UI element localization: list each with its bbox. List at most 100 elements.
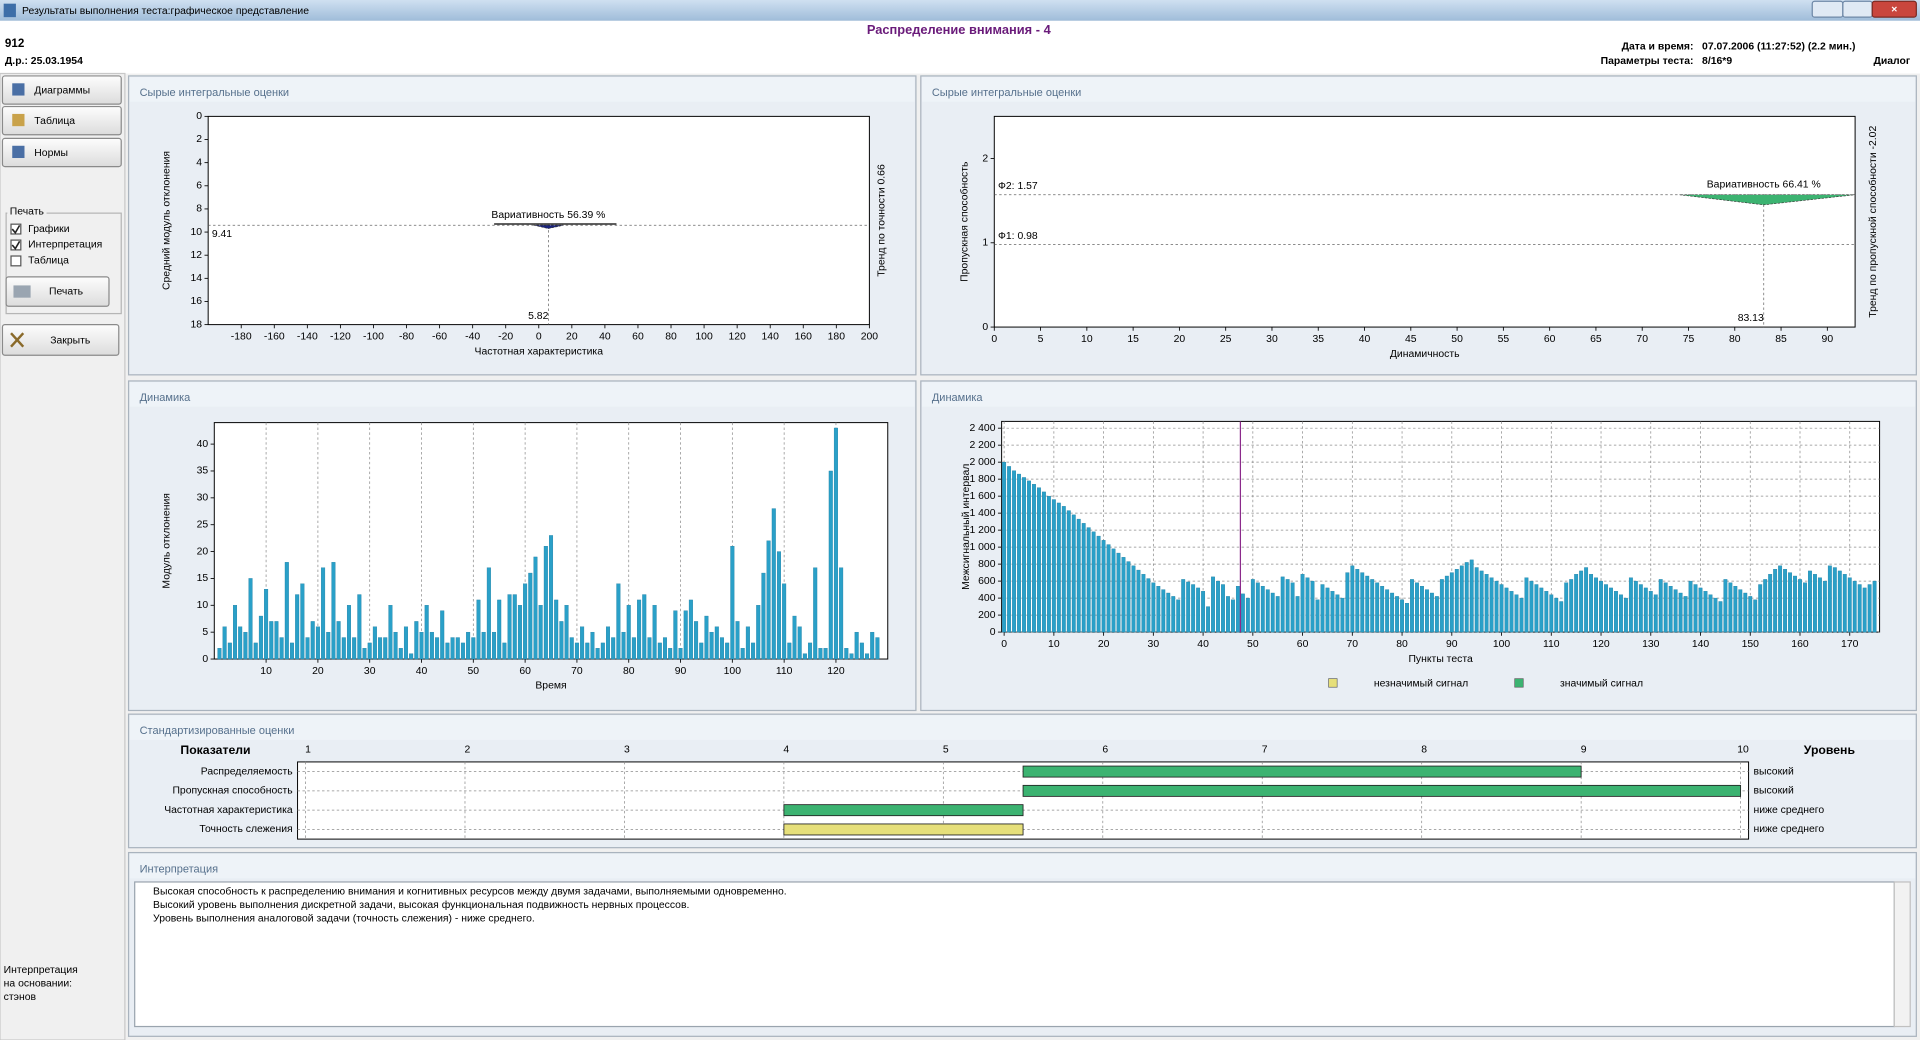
x-tick-label: 30: [1148, 639, 1160, 650]
legend-swatch: [1514, 678, 1524, 688]
bar: [1136, 569, 1141, 633]
params-label: Параметры теста:: [1601, 56, 1694, 67]
bar: [1778, 565, 1783, 633]
bar: [637, 599, 642, 660]
y-tick-label: 200: [978, 610, 996, 621]
bar: [1096, 535, 1101, 633]
legend-label: значимый сигнал: [1560, 678, 1643, 689]
x-tick-label: 100: [695, 332, 713, 343]
bar: [1360, 572, 1365, 633]
bar: [1798, 579, 1802, 633]
bar: [1201, 591, 1206, 633]
minimize-button[interactable]: [1811, 0, 1844, 18]
bar: [1335, 594, 1340, 633]
bar: [590, 631, 595, 660]
bar: [1852, 580, 1857, 633]
panel-header: [922, 382, 1916, 407]
bar: [1803, 582, 1807, 633]
bar: [1862, 587, 1867, 633]
bar: [1425, 589, 1429, 633]
bar: [792, 615, 797, 660]
close-button[interactable]: [1, 324, 120, 356]
bar: [1623, 597, 1628, 633]
bar: [1111, 548, 1116, 633]
bar: [1788, 572, 1792, 633]
variability-area: [1679, 194, 1856, 206]
bar: [1022, 477, 1026, 633]
bar: [1773, 569, 1778, 633]
panel-title: Интерпретация: [140, 864, 219, 876]
bar: [476, 599, 481, 660]
level-header: Уровень: [1804, 743, 1856, 757]
checkbox-label: Интерпретация: [28, 240, 102, 251]
bar: [673, 610, 678, 660]
bar: [481, 631, 486, 660]
x-tick-label: 160: [795, 332, 813, 343]
x-tick-label: 0: [991, 334, 997, 345]
bar: [367, 642, 372, 660]
y-tick-label: 40: [197, 439, 209, 450]
x-tick-label: 8: [1421, 744, 1427, 755]
bar: [631, 637, 636, 660]
bar: [435, 637, 440, 660]
close-window-button[interactable]: [1871, 0, 1917, 18]
bar: [1415, 582, 1419, 633]
row-label: Пропускная способность: [172, 785, 292, 797]
bar: [606, 626, 611, 660]
bar: [528, 572, 533, 660]
bar: [1240, 593, 1245, 633]
plot-area: [207, 115, 870, 326]
bar: [357, 594, 362, 660]
x-tick-label: 50: [468, 666, 480, 677]
nav-button[interactable]: [1, 105, 122, 136]
bar: [1290, 582, 1295, 633]
level-name: Ф2:: [998, 181, 1015, 192]
nav-icon: [12, 113, 25, 127]
bar: [600, 642, 605, 660]
bar: [1822, 580, 1827, 633]
bar: [1514, 594, 1519, 633]
y-tick-label: 400: [978, 593, 996, 604]
nav-button-label: Нормы: [34, 148, 68, 159]
y-tick-label: 0: [982, 322, 988, 333]
checkbox[interactable]: [10, 255, 22, 267]
bar: [1554, 597, 1559, 633]
bar: [424, 605, 429, 660]
bar: [1126, 561, 1131, 633]
nav-button[interactable]: [1, 137, 122, 168]
checkbox[interactable]: [10, 223, 22, 235]
x-tick-label: 100: [1493, 639, 1511, 650]
y-tick-label: 1 800: [969, 474, 995, 485]
mode: Диалог: [1873, 56, 1910, 67]
score-bar: [783, 823, 1024, 836]
bar: [1444, 575, 1449, 633]
app-icon: [3, 3, 16, 18]
x-tick-label: 10: [1737, 744, 1749, 755]
bar: [1519, 597, 1524, 633]
bar: [533, 556, 538, 660]
bar: [1584, 567, 1589, 633]
y-tick-label: 18: [190, 319, 202, 330]
bar: [1813, 574, 1817, 633]
bar: [1609, 587, 1613, 633]
birth-date: Д.р.: 25.03.1954: [5, 56, 83, 67]
point-label: 83.13: [1738, 313, 1764, 324]
bar: [274, 621, 279, 660]
bar: [1091, 531, 1096, 633]
print-group: [5, 212, 122, 315]
maximize-button[interactable]: [1842, 0, 1873, 18]
bar: [1066, 510, 1071, 633]
bar: [1250, 579, 1255, 633]
bar: [719, 637, 724, 660]
bar: [1708, 594, 1713, 633]
print-button[interactable]: [5, 276, 110, 307]
checkbox[interactable]: [10, 239, 22, 251]
bar: [678, 648, 683, 660]
bar: [1693, 584, 1698, 633]
bar: [429, 631, 434, 660]
panel-header: [129, 382, 915, 407]
bar: [1599, 580, 1603, 633]
x-tick-label: 130: [1642, 639, 1660, 650]
nav-button[interactable]: [1, 75, 122, 105]
bar: [523, 583, 528, 660]
